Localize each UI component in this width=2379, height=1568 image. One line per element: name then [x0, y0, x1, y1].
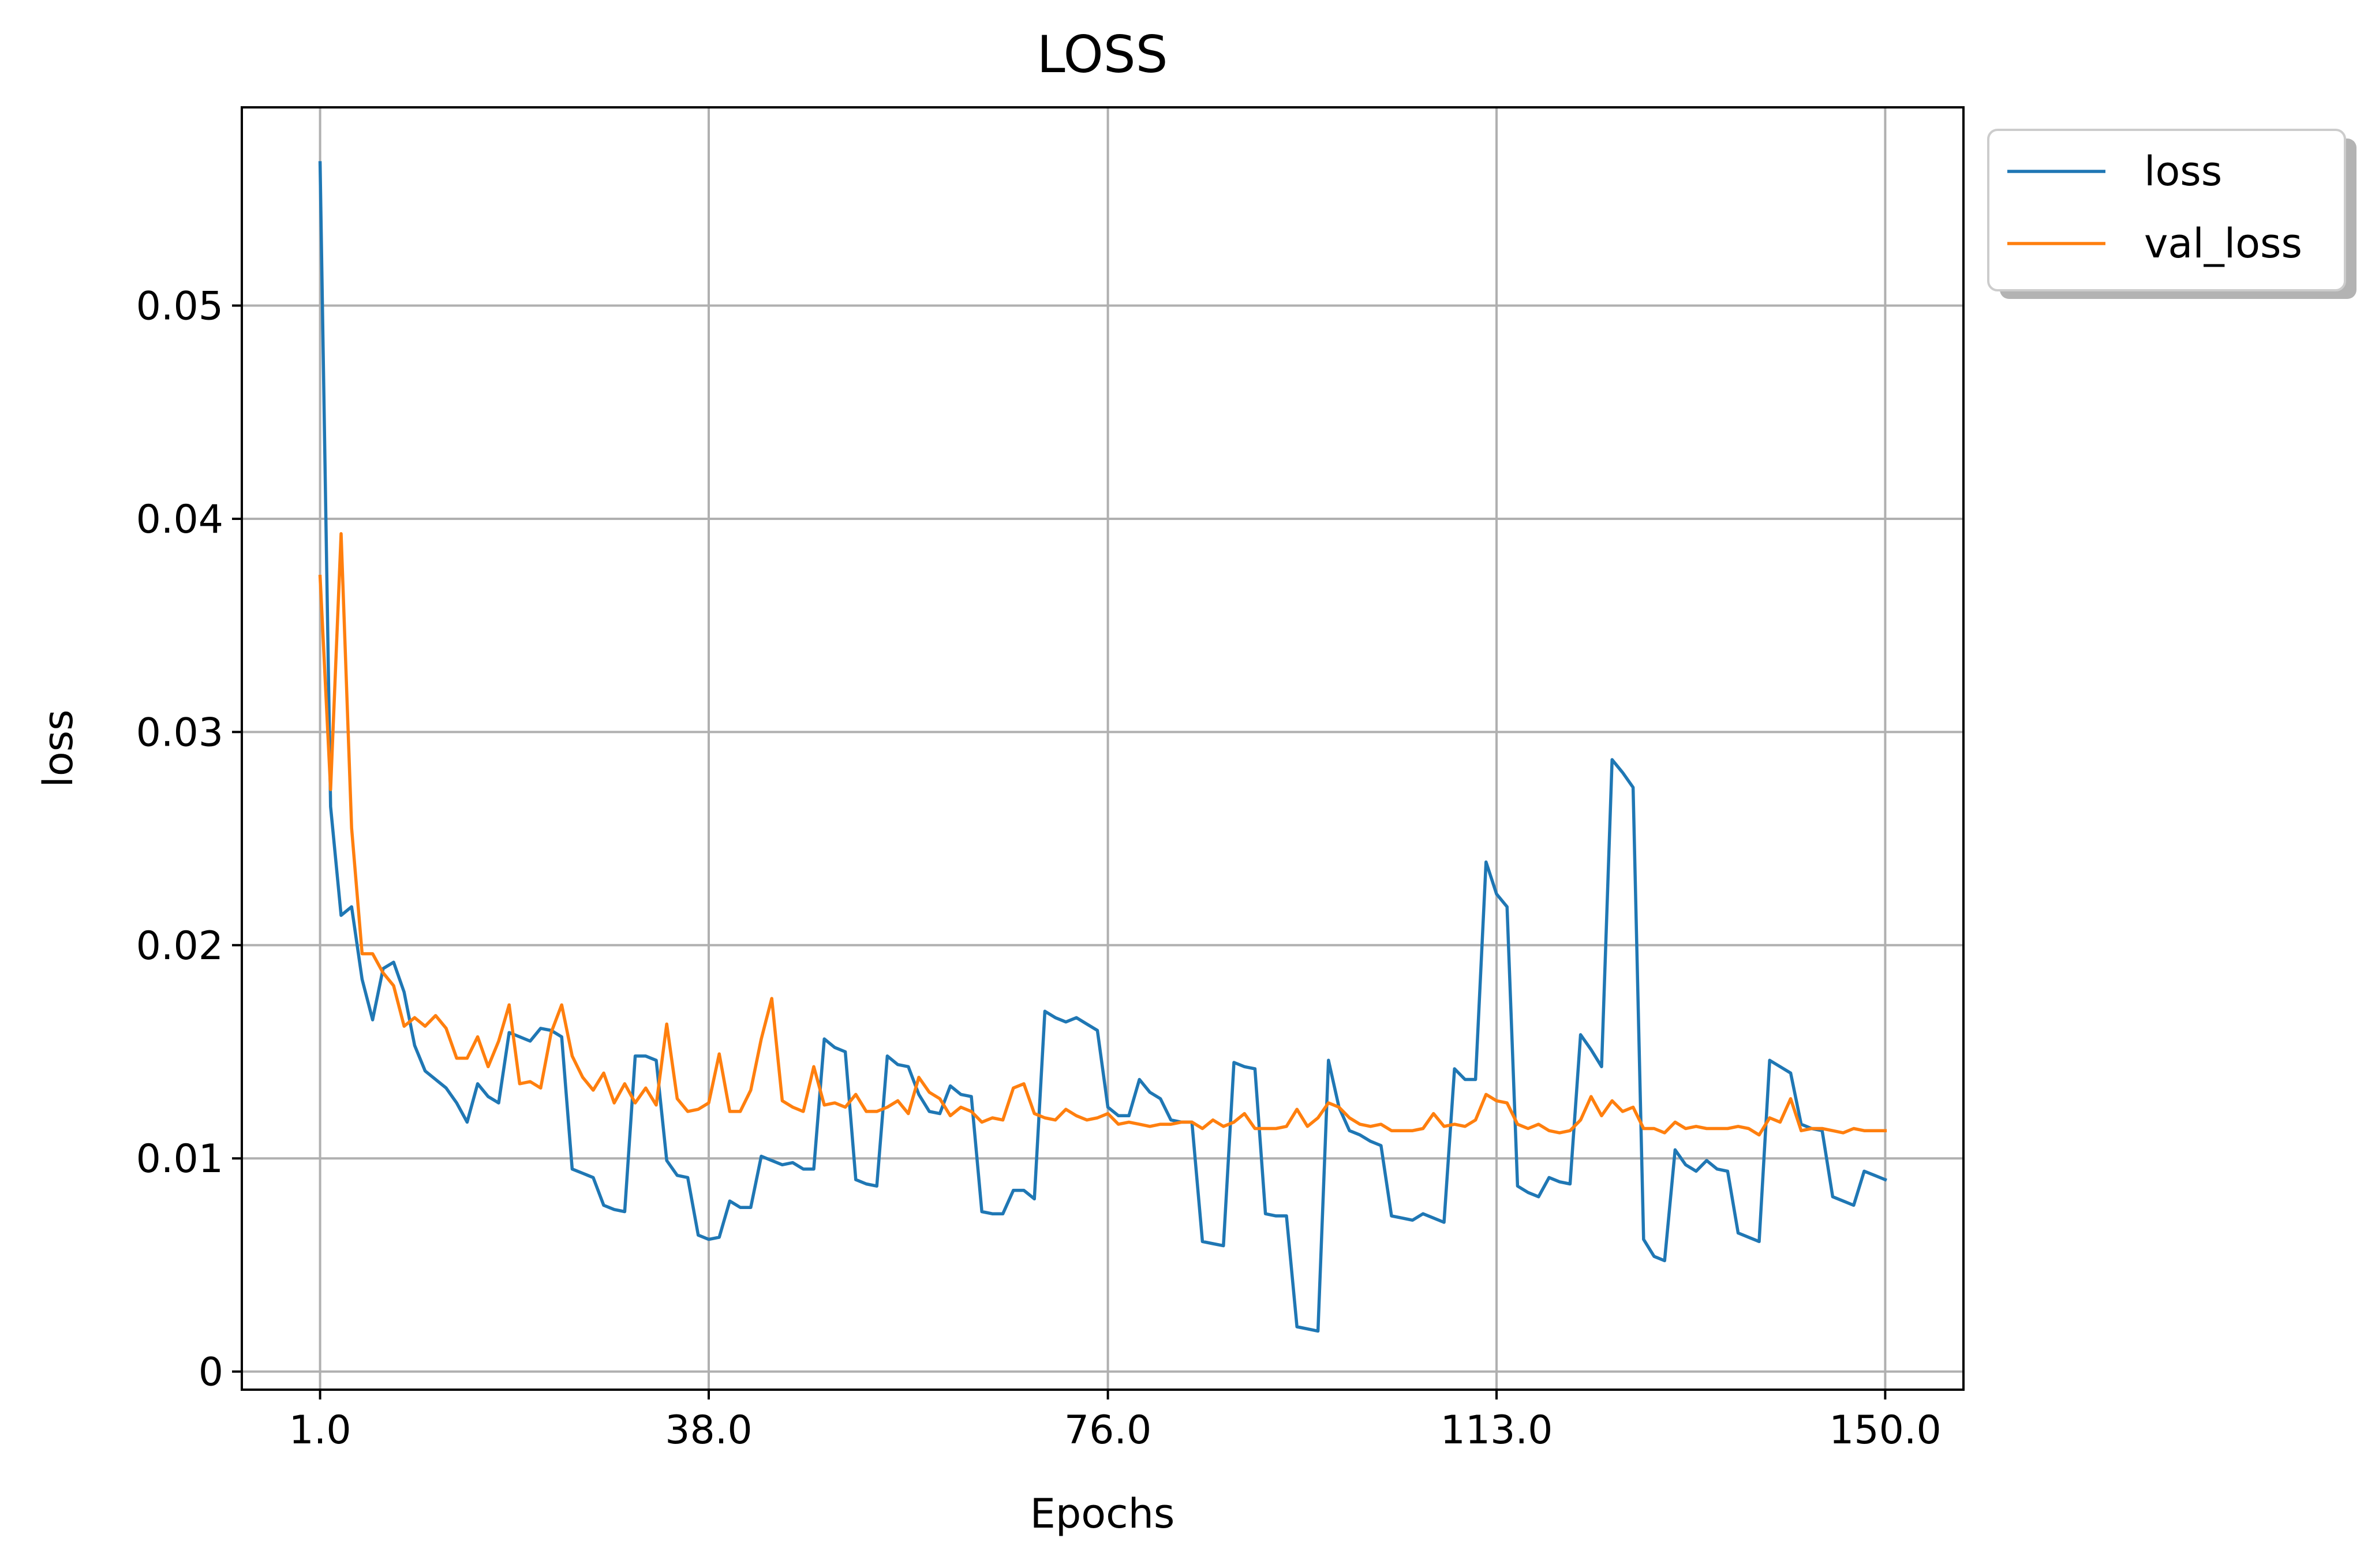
x-axis-label: Epochs — [1030, 1490, 1175, 1537]
y-tick-label: 0.05 — [136, 284, 223, 330]
legend-label-loss: loss — [2144, 148, 2222, 195]
grid — [242, 107, 1963, 1390]
legend: loss val_loss — [1987, 129, 2356, 299]
y-ticks: 0 0.01 0.02 0.03 0.04 0.05 — [136, 284, 242, 1395]
x-ticks: 1.0 38.0 76.0 113.0 150.0 — [289, 1390, 1942, 1453]
x-tick-label: 1.0 — [289, 1408, 351, 1453]
axes-frame — [241, 106, 1965, 1391]
y-tick-label: 0.04 — [136, 497, 223, 542]
x-tick-label: 150.0 — [1829, 1408, 1942, 1453]
chart-title: LOSS — [1037, 25, 1168, 84]
y-tick-label: 0 — [199, 1350, 223, 1395]
legend-entries: loss val_loss — [2007, 148, 2302, 267]
y-tick-label: 0.03 — [136, 710, 223, 755]
y-axis-label: loss — [35, 709, 82, 787]
series-line-val-loss — [318, 532, 1887, 1137]
x-tick-label: 76.0 — [1064, 1408, 1151, 1453]
y-tick-label: 0.01 — [136, 1136, 223, 1182]
series-line-loss — [318, 161, 1887, 1333]
plot-lines — [318, 161, 1887, 1333]
legend-label-val-loss: val_loss — [2144, 220, 2302, 267]
x-tick-label: 113.0 — [1441, 1408, 1553, 1453]
y-tick-label: 0.02 — [136, 923, 223, 969]
x-tick-label: 38.0 — [665, 1408, 752, 1453]
